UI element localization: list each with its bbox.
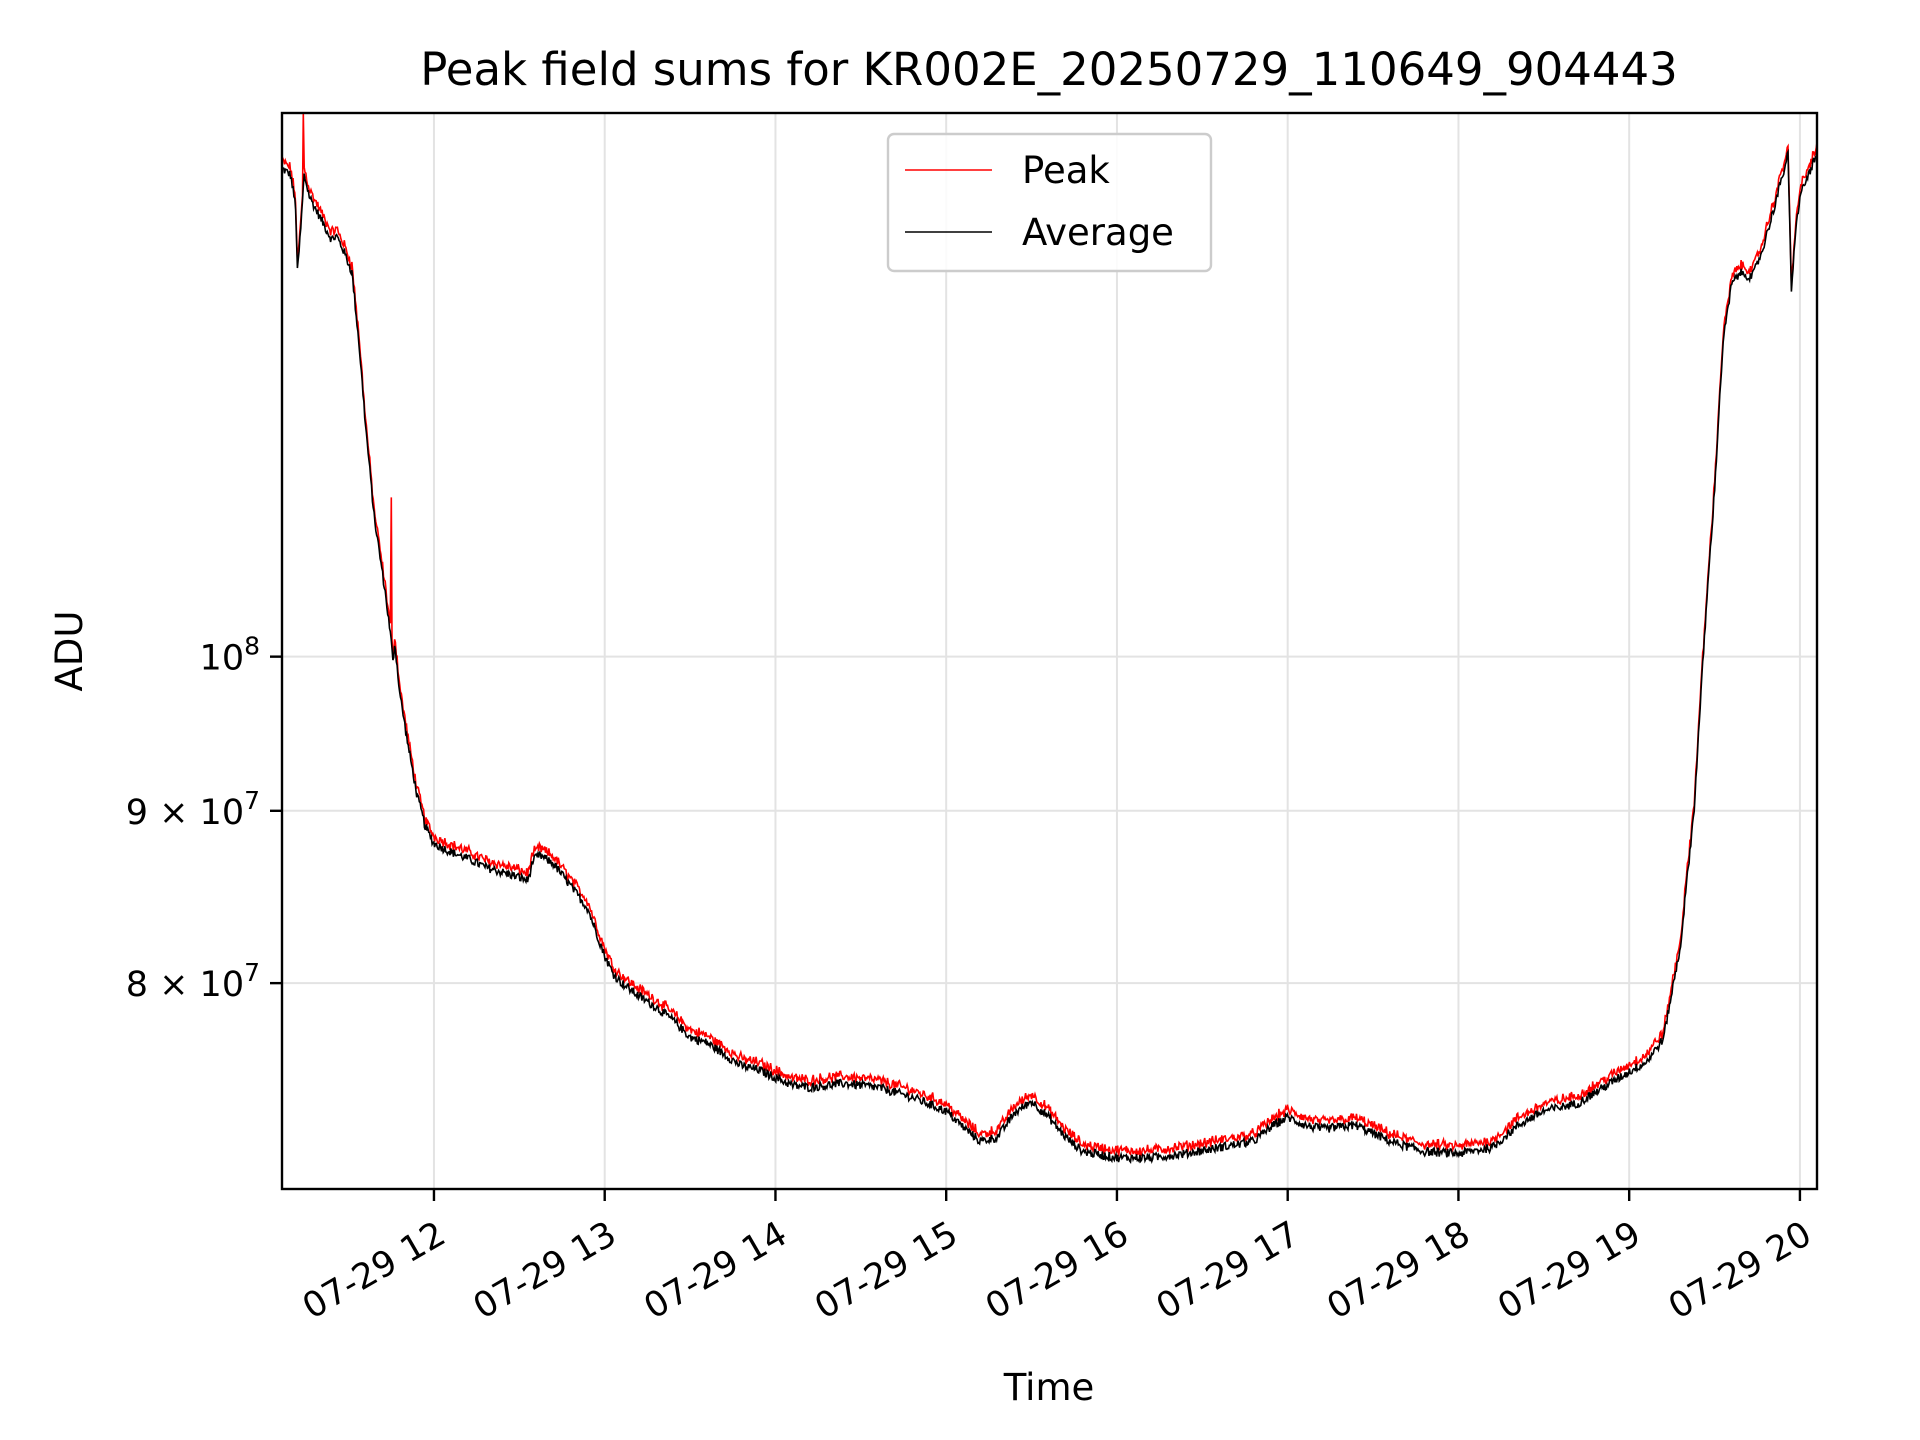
legend-box xyxy=(886,132,1213,273)
y-axis-ticks: 108 9 × 107 8 × 107 xyxy=(126,632,282,1005)
legend-average-label: Average xyxy=(1022,211,1174,254)
plot-frame xyxy=(280,111,1819,1191)
y-tick-label: 8 × 107 xyxy=(126,958,260,1005)
y-tick-label: 108 xyxy=(200,632,260,679)
series-layer xyxy=(282,113,1817,1164)
y-axis-label: ADU xyxy=(48,611,91,692)
grid xyxy=(282,113,1817,1189)
chart-title: Peak field sums for KR002E_20250729_1106… xyxy=(420,43,1678,96)
series-average-line xyxy=(282,148,1817,1164)
x-axis-label: Time xyxy=(1003,1366,1095,1409)
y-tick-label: 9 × 107 xyxy=(126,786,260,833)
legend: Peak Average xyxy=(886,132,1213,273)
series-peak-line xyxy=(282,113,1817,1159)
legend-peak-label: Peak xyxy=(1022,149,1110,192)
